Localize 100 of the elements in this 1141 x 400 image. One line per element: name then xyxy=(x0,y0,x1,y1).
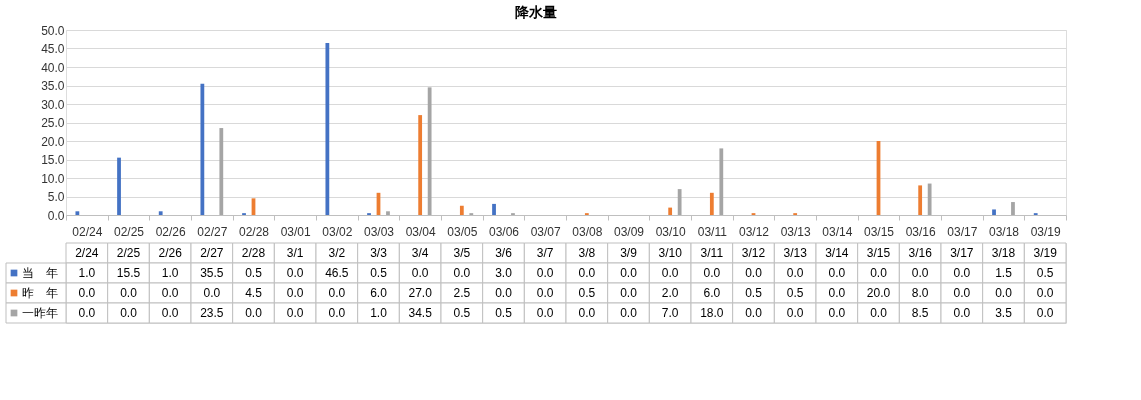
x-tick-label: 02/27 xyxy=(197,224,228,239)
data-label: 0.5 xyxy=(245,266,263,280)
data-label: 0.0 xyxy=(286,286,304,300)
bar xyxy=(427,87,432,215)
x-tick-label: 03/07 xyxy=(530,224,562,239)
data-label: 0.0 xyxy=(953,286,971,300)
bar xyxy=(927,183,932,215)
data-label: 0.0 xyxy=(245,306,263,320)
data-label: 0.0 xyxy=(620,306,638,320)
text: 3/9 xyxy=(620,246,638,260)
data-label: 0.0 xyxy=(870,306,888,320)
data-label: 0.0 xyxy=(620,266,638,280)
data-label: 18.0 xyxy=(700,306,724,320)
x-tick-label: 03/10 xyxy=(655,224,687,239)
data-label: 0.0 xyxy=(536,286,554,300)
data-label: 0.0 xyxy=(120,286,138,300)
data-label: 35.5 xyxy=(200,266,224,280)
x-tick-label: 02/28 xyxy=(238,224,270,239)
text: 3/1 xyxy=(286,246,304,260)
bar xyxy=(492,203,496,215)
bar xyxy=(325,42,330,215)
x-tick-label: 03/03 xyxy=(363,224,395,239)
x-tick-label: 03/06 xyxy=(488,224,520,239)
y-tick-label: 50.0 xyxy=(41,23,65,38)
data-label: 2.0 xyxy=(661,286,679,300)
bar xyxy=(158,211,163,215)
data-label: 0.0 xyxy=(620,286,638,300)
data-label: 0.0 xyxy=(870,266,888,280)
legend-label: 一昨年 xyxy=(22,306,58,320)
data-label: 0.0 xyxy=(161,286,179,300)
y-tick-label: 0.0 xyxy=(47,208,65,223)
data-label: 1.0 xyxy=(78,266,96,280)
text: 3/15 xyxy=(866,246,891,260)
y-tick-label: 25.0 xyxy=(41,116,65,130)
x-tick-label: 03/17 xyxy=(947,224,978,239)
data-label: 27.0 xyxy=(408,286,433,300)
data-label: 0.0 xyxy=(536,306,554,320)
data-label: 0.0 xyxy=(953,266,971,280)
x-tick-label: 03/18 xyxy=(988,224,1020,239)
text: 2/26 xyxy=(158,246,183,260)
data-label: 0.0 xyxy=(495,286,513,300)
bar xyxy=(200,83,205,215)
data-label: 0.0 xyxy=(828,306,846,320)
data-label: 1.5 xyxy=(995,266,1013,280)
bar xyxy=(709,192,714,215)
data-label: 34.5 xyxy=(408,306,433,320)
data-label: 0.0 xyxy=(120,306,138,320)
data-label: 0.0 xyxy=(536,266,554,280)
data-label: 20.0 xyxy=(866,286,891,300)
bar xyxy=(719,148,724,215)
bar xyxy=(117,157,121,215)
text: 2/27 xyxy=(200,246,224,260)
data-label: 0.0 xyxy=(161,306,179,320)
y-tick-label: 35.0 xyxy=(41,79,65,93)
data-label: 0.0 xyxy=(578,306,596,320)
data-label: 0.0 xyxy=(786,306,804,320)
text: 2/28 xyxy=(241,246,266,260)
y-tick-label: 5.0 xyxy=(47,190,65,204)
text: 3/8 xyxy=(578,246,596,260)
text: 3/5 xyxy=(453,246,471,260)
data-label: 3.0 xyxy=(495,266,513,280)
data-label: 0.0 xyxy=(411,266,429,280)
bar xyxy=(992,209,996,215)
data-label: 0.0 xyxy=(661,266,679,280)
data-label: 0.0 xyxy=(1036,306,1054,320)
text: 3/2 xyxy=(328,246,346,260)
x-tick-label: 02/26 xyxy=(155,224,187,239)
data-label: 8.0 xyxy=(911,286,929,300)
x-tick-label: 02/24 xyxy=(72,224,103,239)
y-tick-label: 45.0 xyxy=(41,42,65,56)
bar xyxy=(1011,202,1015,215)
data-label: 3.5 xyxy=(995,306,1013,320)
data-label: 0.0 xyxy=(78,286,96,300)
text: 3/7 xyxy=(536,246,554,260)
x-tick-label: 03/04 xyxy=(405,224,437,239)
x-tick-label: 03/15 xyxy=(863,224,895,239)
data-label: 15.5 xyxy=(116,266,141,280)
text: 3/6 xyxy=(495,246,513,260)
bar xyxy=(918,185,923,215)
chart-title: 降水量 xyxy=(515,3,557,20)
text: 3/13 xyxy=(783,246,808,260)
y-tick-label: 40.0 xyxy=(41,60,65,75)
text: 3/16 xyxy=(908,246,933,260)
bar xyxy=(75,211,80,215)
text: 3/12 xyxy=(741,246,766,260)
data-label: 0.0 xyxy=(203,286,221,300)
x-tick-label: 03/09 xyxy=(613,224,645,239)
x-tick-label: 03/16 xyxy=(905,224,937,239)
data-label: 0.0 xyxy=(786,266,804,280)
data-label: 0.0 xyxy=(953,306,971,320)
text: 2/25 xyxy=(116,246,141,260)
text: 3/10 xyxy=(658,246,683,260)
data-label: 0.0 xyxy=(1036,286,1054,300)
y-tick-label: 15.0 xyxy=(41,153,65,167)
data-label: 0.5 xyxy=(745,286,763,300)
x-tick-label: 03/14 xyxy=(822,224,853,239)
bar xyxy=(677,189,682,215)
data-label: 0.5 xyxy=(495,306,513,320)
data-label: 0.5 xyxy=(578,286,596,300)
y-tick-label: 20.0 xyxy=(41,134,65,149)
